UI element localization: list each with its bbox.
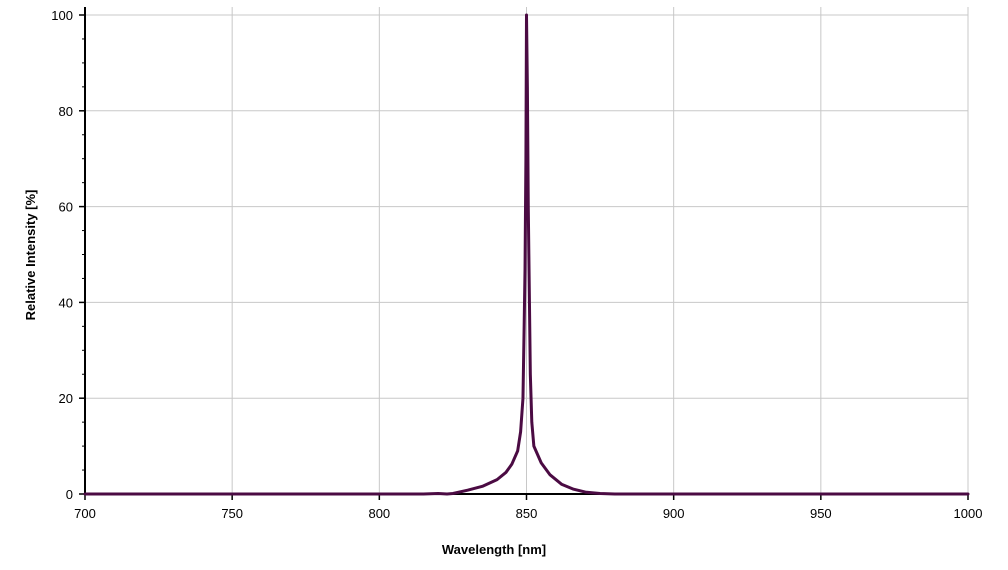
axis-ticks <box>79 14 969 500</box>
y-tick-label: 40 <box>59 295 73 310</box>
y-tick-label: 100 <box>51 8 73 23</box>
x-tick-label: 1000 <box>954 506 983 521</box>
spectrum-series-line <box>83 13 970 496</box>
y-tick-label: 80 <box>59 104 73 119</box>
x-tick-label: 850 <box>516 506 538 521</box>
x-tick-labels: 700 750 800 850 900 950 1000 <box>74 506 982 521</box>
y-tick-label: 20 <box>59 391 73 406</box>
x-tick-label: 700 <box>74 506 96 521</box>
y-tick-label: 60 <box>59 200 73 215</box>
x-tick-label: 950 <box>810 506 832 521</box>
series-group <box>83 13 970 496</box>
y-tick-label: 0 <box>66 487 73 502</box>
x-tick-label: 800 <box>368 506 390 521</box>
x-tick-label: 750 <box>221 506 243 521</box>
x-axis-title: Wavelength [nm] <box>442 542 546 557</box>
y-tick-labels: 0 20 40 60 80 100 <box>51 8 73 502</box>
y-axis-title: Relative Intensity [%] <box>23 190 38 321</box>
x-tick-label: 900 <box>663 506 685 521</box>
